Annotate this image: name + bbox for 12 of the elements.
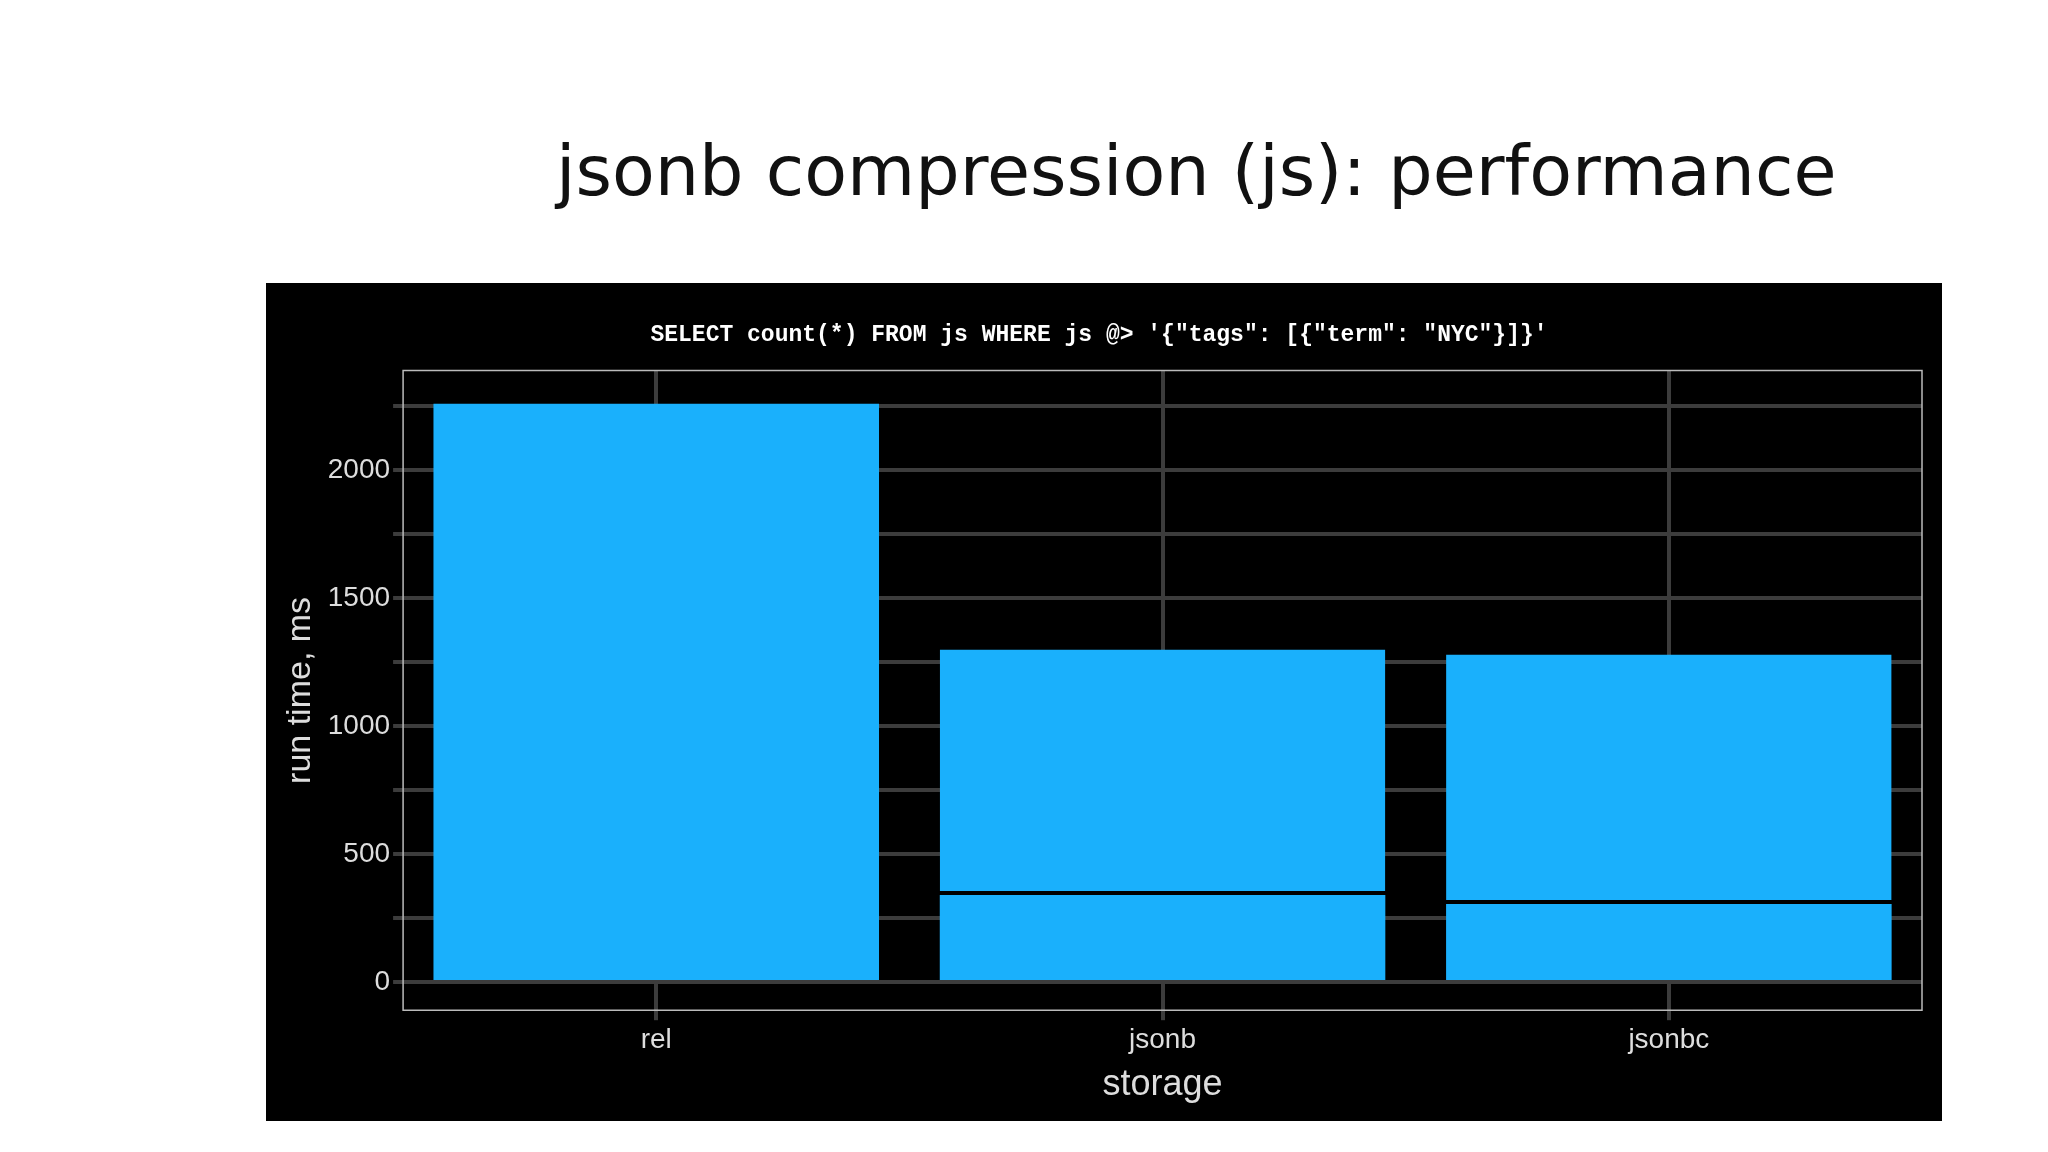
y-tick-label: 500 [343, 836, 391, 868]
x-axis-title: storage [1102, 1062, 1223, 1104]
x-tick-label: jsonb [1128, 1022, 1197, 1054]
chart-subtitle: SELECT count(*) FROM js WHERE js @> '{"tags": [{"term": "NYC"}]}' [650, 321, 1548, 348]
y-axis-title: run time, ms [278, 596, 317, 784]
x-tick-label: jsonbc [1627, 1022, 1710, 1054]
chart-title: jsonb compression (js): performance [556, 130, 1837, 212]
y-tick-label: 0 [374, 964, 391, 996]
y-tick-label: 1000 [327, 708, 391, 740]
y-tick-label: 2000 [327, 453, 391, 485]
y-tick-label: 1500 [327, 581, 391, 613]
x-tick-label: rel [640, 1022, 672, 1054]
